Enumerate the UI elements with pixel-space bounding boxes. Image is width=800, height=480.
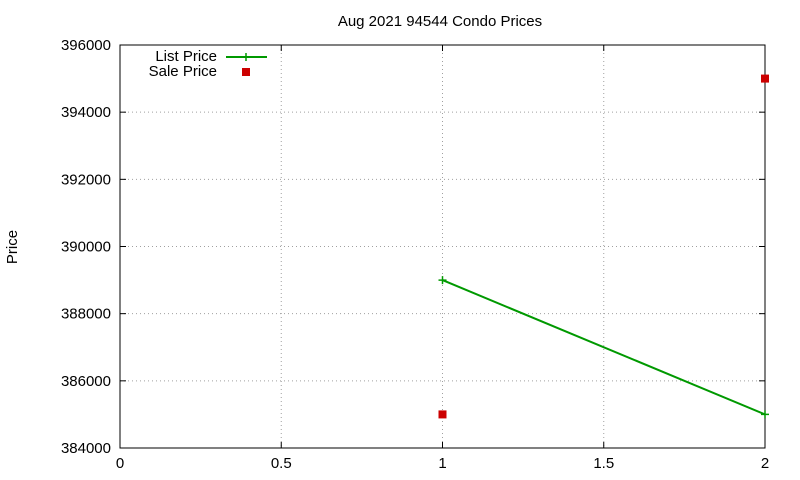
legend-marker-sale-price [242, 68, 250, 76]
point-list-price [761, 410, 769, 419]
series-marks [438, 74, 769, 419]
chart-title: Aug 2021 94544 Condo Prices [338, 13, 542, 30]
y-tick-label: 388000 [61, 306, 111, 323]
y-tick-label: 396000 [61, 37, 111, 54]
axis-ticks: 0 0.5 1 1.5 2 384000 386000 388000 390000 392000 3… [61, 37, 769, 472]
y-axis-label: Price [4, 230, 21, 264]
x-tick-label: 2 [761, 455, 769, 472]
y-tick-label: 390000 [61, 239, 111, 256]
y-tick-label: 394000 [61, 104, 111, 121]
x-tick-label: 0.5 [271, 455, 292, 472]
y-tick-label: 392000 [61, 171, 111, 188]
y-tick-label: 384000 [61, 440, 111, 457]
point-list-price [438, 276, 447, 285]
legend-label-list-price: List Price [155, 48, 217, 65]
series-line-list-price [442, 279, 766, 416]
point-sale-price [438, 410, 447, 419]
y-tick-label: 386000 [61, 373, 111, 390]
x-tick-label: 0 [116, 455, 124, 472]
x-tick-label: 1 [438, 455, 446, 472]
x-tick-label: 1.5 [593, 455, 614, 472]
point-sale-price [761, 74, 769, 83]
legend-label-sale-price: Sale Price [149, 63, 217, 80]
legend: List Price Sale Price [149, 48, 267, 80]
legend-marker-list-price [242, 53, 250, 61]
grid-lines [120, 45, 765, 448]
